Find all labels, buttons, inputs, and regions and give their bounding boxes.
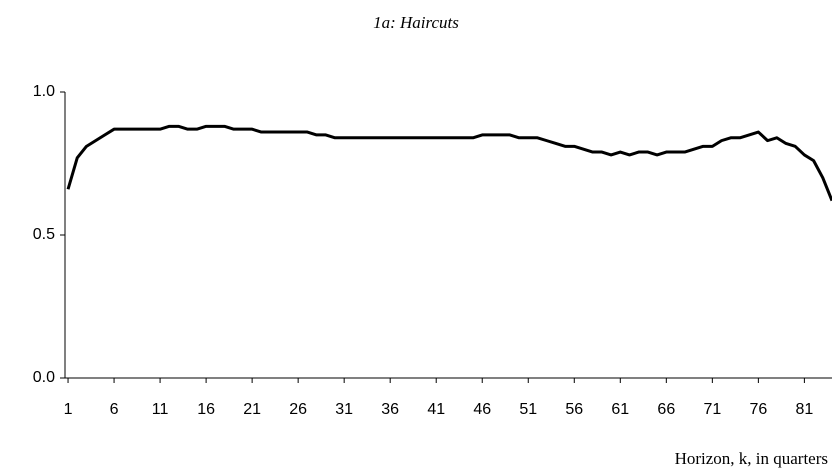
- y-tick-label: 0.5: [33, 226, 55, 243]
- chart-title: 1a: Haircuts: [373, 13, 459, 32]
- x-tick-label: 6: [110, 401, 119, 418]
- y-tick-label: 0.0: [33, 369, 55, 386]
- x-tick-label: 36: [381, 401, 399, 418]
- x-tick-label: 81: [795, 401, 813, 418]
- x-tick-label: 16: [197, 401, 215, 418]
- y-tick-label: 1.0: [33, 83, 55, 100]
- x-axis-title: Horizon, k, in quarters: [675, 449, 828, 468]
- x-tick-label: 11: [152, 401, 169, 418]
- x-tick-label: 56: [565, 401, 583, 418]
- x-tick-label: 66: [657, 401, 675, 418]
- x-tick-label: 26: [289, 401, 307, 418]
- x-tick-label: 41: [427, 401, 445, 418]
- x-tick-label: 61: [611, 401, 629, 418]
- x-tick-label: 31: [335, 401, 353, 418]
- x-tick-label: 76: [749, 401, 767, 418]
- x-tick-label: 51: [519, 401, 537, 418]
- x-tick-label: 21: [243, 401, 261, 418]
- line-series: [66, 124, 832, 202]
- x-tick-label: 1: [64, 401, 73, 418]
- x-tick-label: 71: [703, 401, 721, 418]
- x-tick-label: 46: [473, 401, 491, 418]
